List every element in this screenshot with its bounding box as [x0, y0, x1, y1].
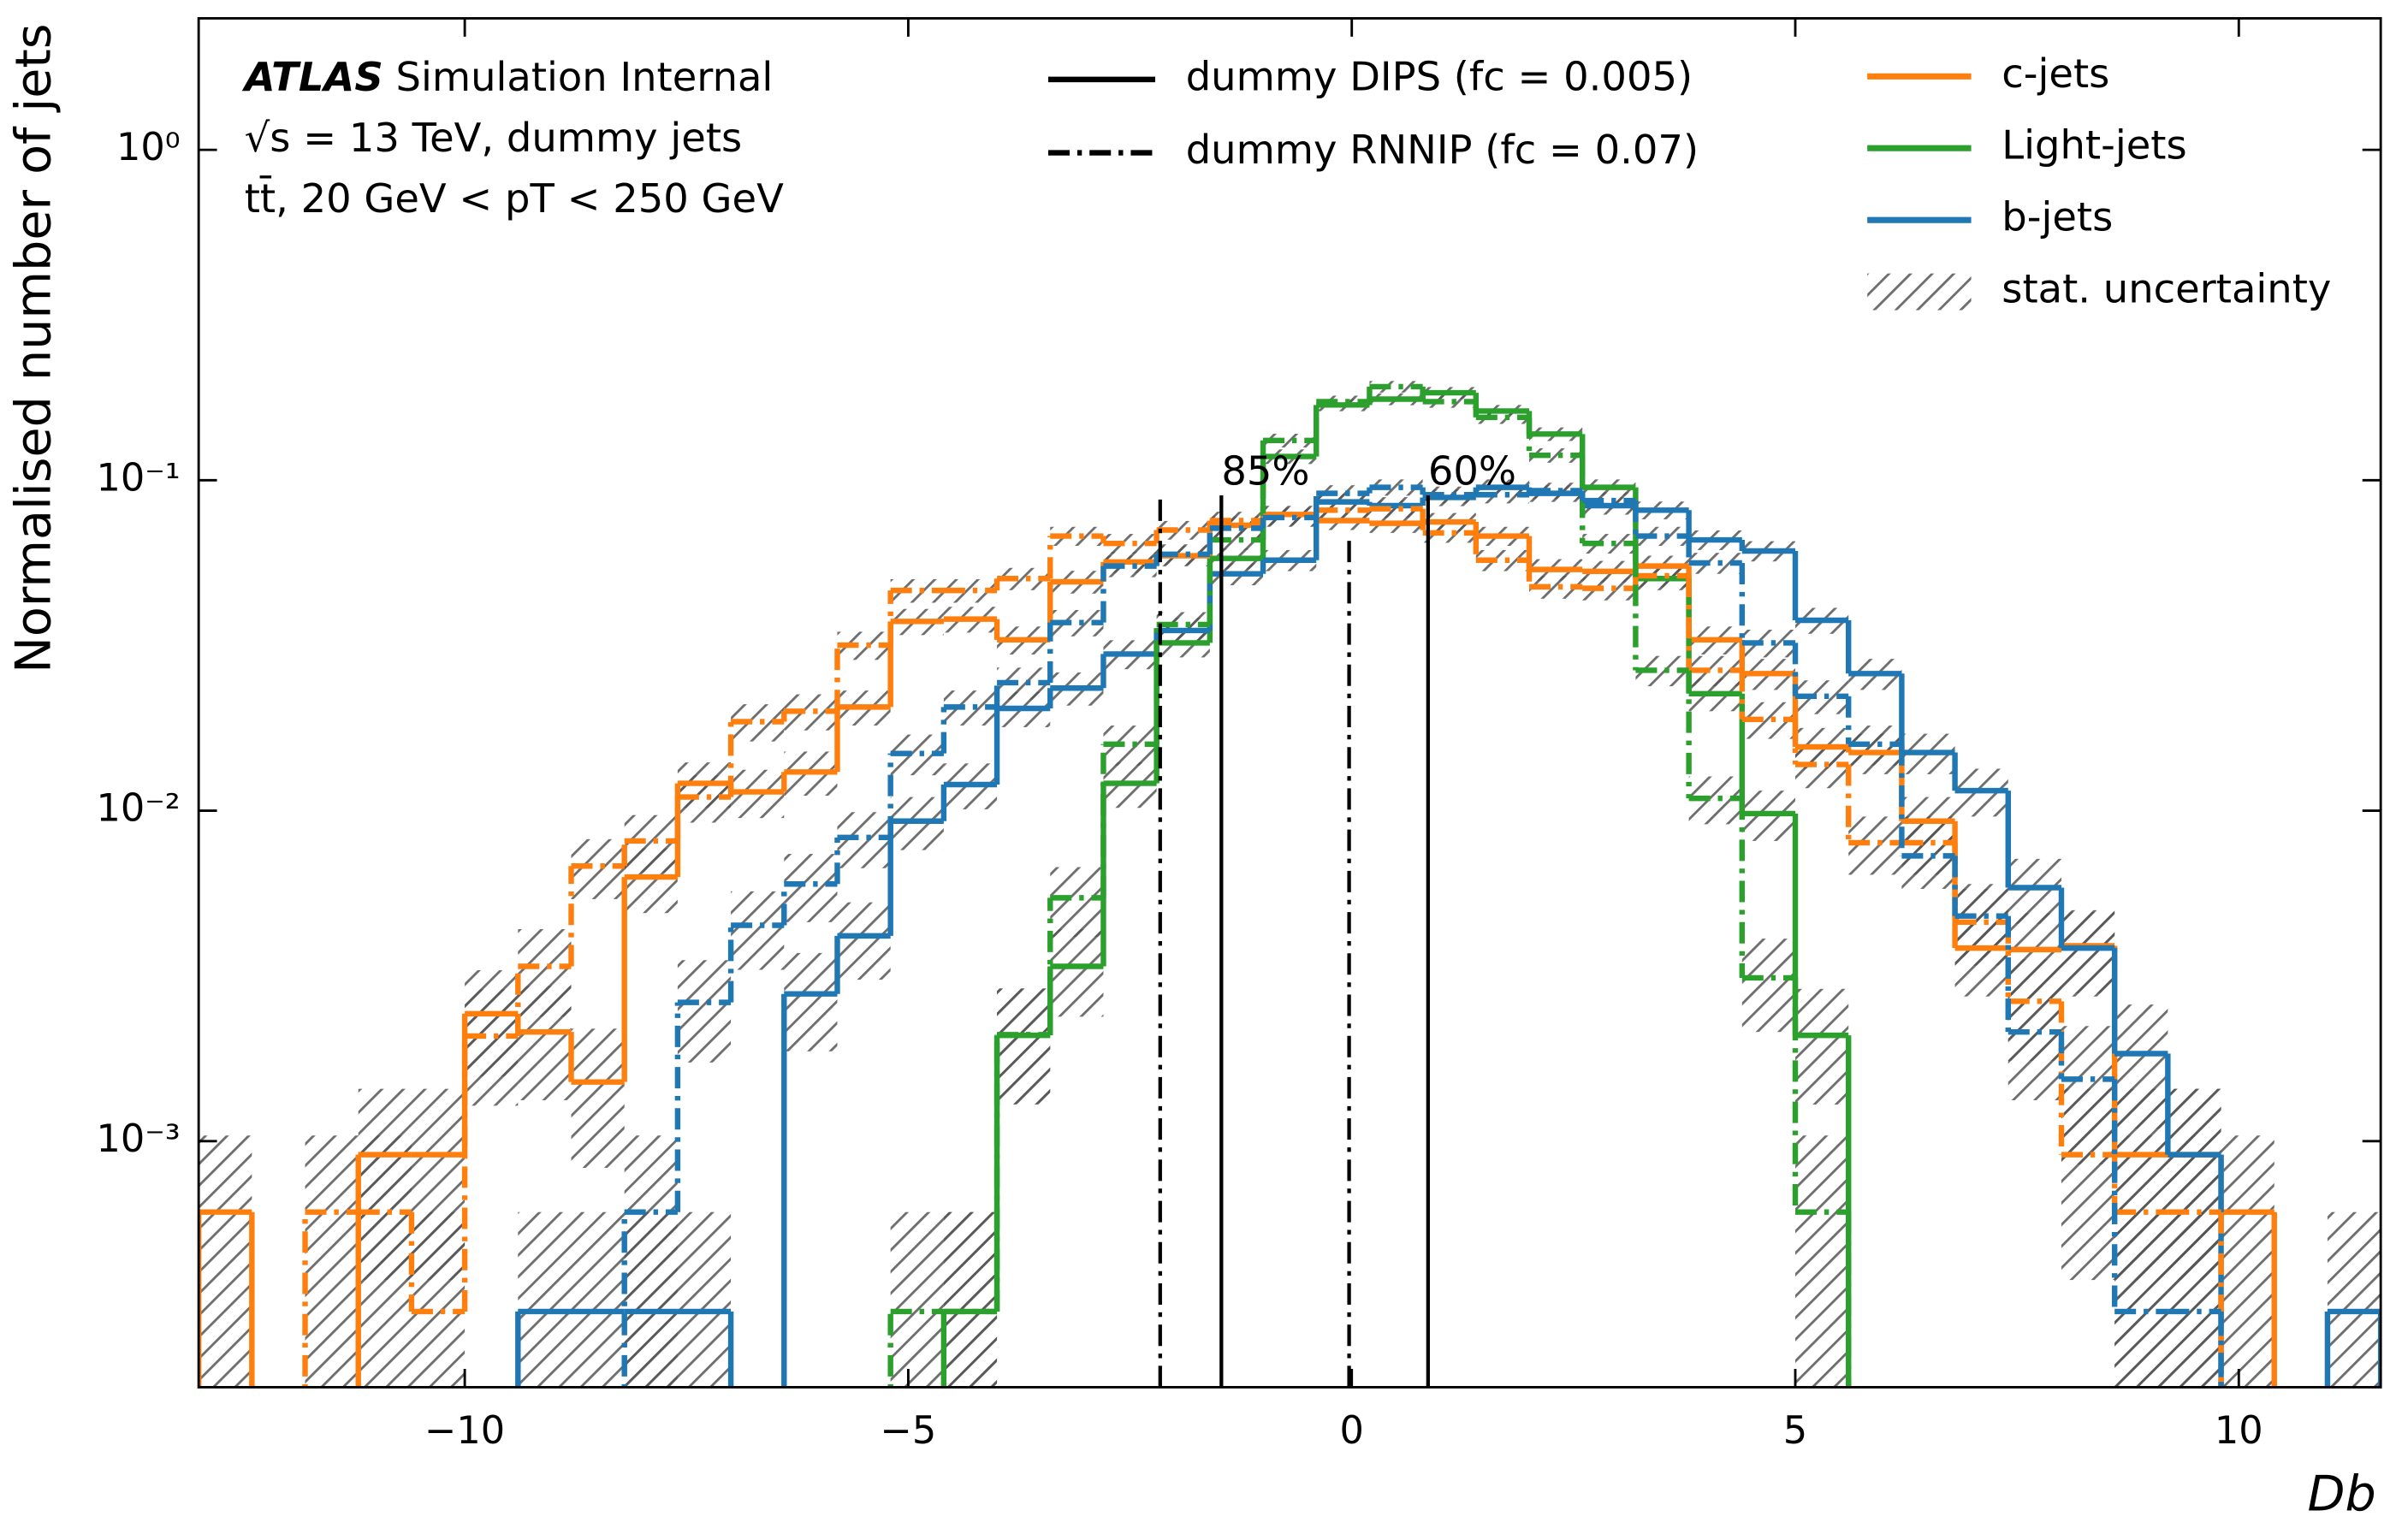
uncertainty-band: [1848, 816, 1902, 875]
uncertainty-band: [1156, 520, 1210, 540]
cut-label: 60%: [1428, 448, 1516, 495]
uncertainty-band: [2061, 1026, 2115, 1165]
uncertainty-band: [1901, 829, 1955, 889]
uncertainty-band: [518, 1211, 572, 1388]
plot-area: [199, 381, 2381, 1388]
legend-label: b-jets: [2002, 194, 2113, 240]
legend-label: c-jets: [2002, 50, 2109, 97]
uncertainty-band: [1582, 534, 1636, 554]
y-tick-label: 10⁻²: [96, 786, 180, 831]
uncertainty-band: [571, 1211, 625, 1388]
uncertainty-band: [1050, 526, 1104, 547]
uncertainty-band: [2168, 1211, 2221, 1388]
uncertainty-band: [624, 1135, 678, 1388]
uncertainty-band: [1050, 867, 1104, 938]
uncertainty-band: [518, 929, 572, 1017]
axes-frame: [197, 17, 2382, 1389]
uncertainty-band: [1050, 929, 1104, 1017]
legend: dummy DIPS (fc = 0.005) dummy RNNIP (fc =…: [1048, 50, 2331, 312]
uncertainty-band: [1741, 939, 1795, 1033]
uncertainty-band: [1369, 381, 1423, 393]
legend-label: stat. uncertainty: [2002, 266, 2331, 312]
step-riser: [887, 386, 1852, 1388]
uncertainty-band: [677, 960, 732, 1063]
uncertainty-band: [571, 1028, 625, 1169]
uncertainty-band: [1475, 411, 1530, 424]
uncertainty-band: [1316, 485, 1370, 502]
uncertainty-band: [943, 1211, 998, 1388]
uncertainty-band: [2008, 986, 2061, 1100]
uncertainty-band: [1316, 501, 1370, 519]
y-axis-label: Normalised number of jets: [5, 23, 62, 672]
y-tick-label: 10⁻¹: [96, 455, 180, 500]
uncertainty-band: [1475, 486, 1530, 504]
y-tick-label: 10⁰: [116, 125, 181, 169]
uncertainty-band: [571, 838, 625, 899]
uncertainty-band: [358, 1135, 412, 1388]
uncertainty-band: [784, 952, 838, 1051]
uncertainty-band: [1263, 433, 1317, 447]
uncertainty-band: [1422, 395, 1476, 408]
atlas-label: ATLAS Simulation Internal: [241, 53, 774, 99]
legend-label: dummy DIPS (fc = 0.005): [1186, 53, 1693, 99]
uncertainty-band: [1422, 524, 1476, 543]
uncertainty-band: [1794, 1135, 1849, 1388]
x-tick-label: 10: [2215, 1408, 2263, 1453]
annotation: tt̄, 20 GeV < pT < 250 GeV: [245, 175, 784, 222]
uncertainty-band: [1794, 988, 1849, 1105]
annotation: √s = 13 TeV, dummy jets: [245, 115, 743, 161]
legend-hatch: [1867, 273, 1972, 311]
uncertainty-band: [1103, 534, 1157, 554]
uncertainty-band: [784, 854, 838, 922]
uncertainty-band: [2327, 1211, 2381, 1388]
uncertainty-band: [1529, 447, 1583, 463]
x-tick-label: 5: [1783, 1408, 1807, 1453]
x-tick-label: −5: [881, 1408, 937, 1453]
atlas-status: Simulation Internal: [396, 53, 774, 99]
uncertainty-band: [890, 1211, 944, 1388]
uncertainty-band: [2114, 1004, 2168, 1129]
y-tick-label: 10⁻³: [96, 1116, 180, 1161]
legend-label: dummy RNNIP (fc = 0.07): [1186, 127, 1699, 173]
uncertainty-band: [624, 814, 678, 873]
cut-label: 85%: [1221, 448, 1309, 495]
uncertainty-band: [731, 891, 785, 970]
uncertainty-band: [2008, 858, 2061, 924]
uncertainty-band: [1635, 526, 1689, 547]
uncertainty-band: [677, 1211, 732, 1388]
uncertainty-band: [2114, 1211, 2168, 1388]
atlas-experiment: ATLAS: [241, 53, 383, 99]
x-tick-label: −10: [424, 1408, 505, 1453]
uncertainty-band: [411, 1211, 466, 1388]
uncertainty-band: [997, 988, 1051, 1104]
x-tick-label: 0: [1340, 1408, 1364, 1453]
uncertainty-band: [465, 989, 519, 1106]
uncertainty-band: [305, 1135, 359, 1388]
uncertainty-band: [2061, 911, 2115, 997]
x-axis-label: Db: [2308, 1466, 2376, 1523]
legend-label: Light-jets: [2002, 122, 2186, 169]
uncertainty-band: [2221, 1135, 2274, 1388]
uncertainty-band: [199, 1135, 252, 1388]
uncertainty-band: [1369, 479, 1423, 496]
axes: −10 −5 0 5 10 10⁻³ 10⁻² 10⁻¹ 10⁰ 85% 60%: [96, 18, 2381, 1453]
uncertainty-band: [837, 902, 891, 980]
